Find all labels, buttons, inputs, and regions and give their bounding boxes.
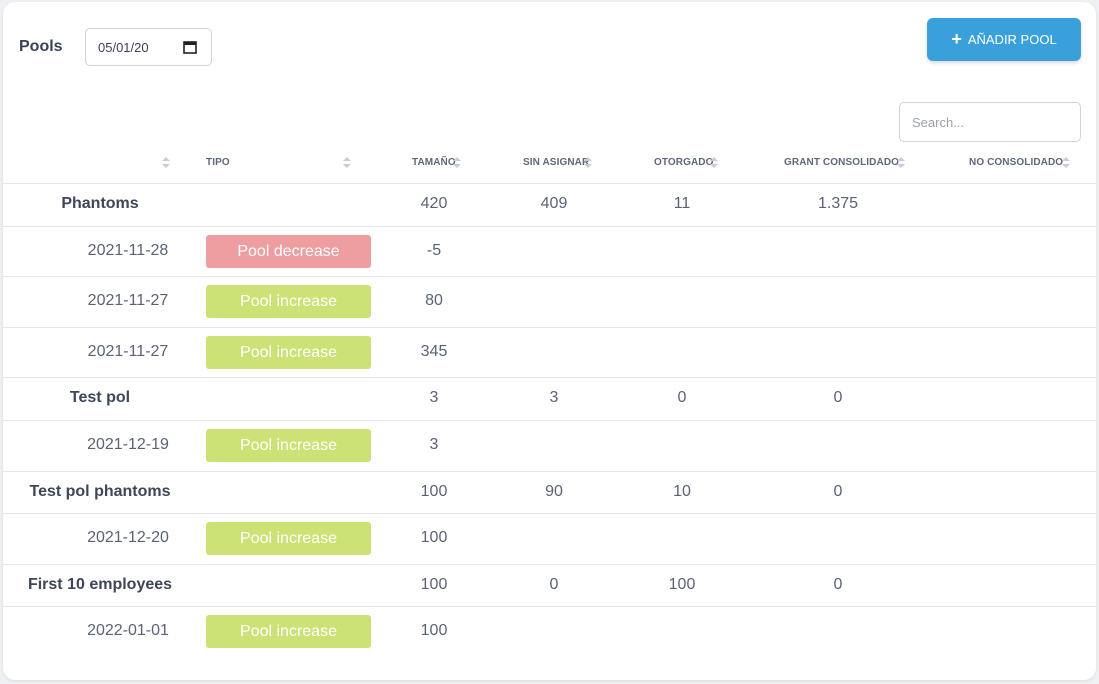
pool-name[interactable]: First 10 employees <box>27 576 173 593</box>
sort-icon[interactable] <box>453 157 461 169</box>
entry-size: 100 <box>420 529 448 546</box>
pool-decrease-badge: Pool decrease <box>206 235 371 268</box>
pool-size: 420 <box>420 195 448 212</box>
pool-unassigned: 409 <box>540 195 568 212</box>
sort-icon[interactable] <box>710 157 718 169</box>
column-header[interactable]: NO CONSOLIDADO <box>969 157 1064 168</box>
pool-vested: 0 <box>833 389 843 406</box>
page-title: Pools <box>19 38 63 55</box>
pool-increase-badge: Pool increase <box>206 336 371 369</box>
row-divider <box>3 420 1096 421</box>
pool-vested: 0 <box>833 576 843 593</box>
pool-granted: 0 <box>677 389 687 406</box>
pool-vested: 1.375 <box>817 195 859 212</box>
pool-granted: 100 <box>668 576 696 593</box>
sort-icon[interactable] <box>162 157 170 169</box>
row-divider <box>3 276 1096 277</box>
pool-granted: 11 <box>673 195 691 212</box>
pool-unassigned: 3 <box>549 389 559 406</box>
pool-vested: 0 <box>833 483 843 500</box>
search-input[interactable] <box>899 102 1081 142</box>
plus-icon: + <box>951 29 962 49</box>
entry-date: 2021-12-20 <box>87 529 169 546</box>
pool-name[interactable]: Test pol <box>69 389 131 406</box>
sort-icon[interactable] <box>897 157 905 169</box>
entry-size: 100 <box>420 622 448 639</box>
pool-increase-badge: Pool increase <box>206 522 371 555</box>
date-value: 05/01/20 <box>98 40 149 55</box>
sort-icon[interactable] <box>343 157 351 169</box>
calendar-icon[interactable] <box>183 40 197 54</box>
entry-size: 3 <box>429 436 439 453</box>
pool-granted: 10 <box>673 483 691 500</box>
entry-date: 2021-11-27 <box>87 292 169 309</box>
pool-increase-badge: Pool increase <box>206 429 371 462</box>
entry-size: 345 <box>420 343 448 360</box>
entry-date: 2021-11-27 <box>87 343 169 360</box>
column-header[interactable]: SIN ASIGNAR <box>523 157 590 168</box>
row-divider <box>3 564 1096 565</box>
entry-date: 2022-01-01 <box>87 622 169 639</box>
pool-size: 100 <box>420 576 448 593</box>
pool-name[interactable]: Test pol phantoms <box>29 483 171 500</box>
pool-name[interactable]: Phantoms <box>61 195 139 212</box>
date-input[interactable]: 05/01/20 <box>85 28 212 66</box>
pool-size: 100 <box>420 483 448 500</box>
row-divider <box>3 471 1096 472</box>
pool-size: 3 <box>429 389 439 406</box>
entry-date: 2021-12-19 <box>87 436 169 453</box>
column-header[interactable]: GRANT CONSOLIDADO <box>784 157 900 168</box>
entry-date: 2021-11-28 <box>87 242 169 259</box>
row-divider <box>3 377 1096 378</box>
pool-increase-badge: Pool increase <box>206 285 371 318</box>
sort-icon[interactable] <box>584 157 592 169</box>
row-divider <box>3 327 1096 328</box>
sort-icon[interactable] <box>1062 157 1070 169</box>
column-header[interactable]: TAMAÑO <box>412 157 456 168</box>
row-divider <box>3 183 1096 184</box>
add-pool-label: AÑADIR POOL <box>967 32 1057 47</box>
entry-size: -5 <box>426 242 442 259</box>
pool-unassigned: 90 <box>545 483 563 500</box>
row-divider <box>3 606 1096 607</box>
pool-unassigned: 0 <box>549 576 559 593</box>
column-header[interactable]: TIPO <box>206 157 230 168</box>
row-divider <box>3 513 1096 514</box>
column-header[interactable]: OTORGADO <box>654 157 714 168</box>
row-divider <box>3 226 1096 227</box>
add-pool-button[interactable]: + AÑADIR POOL <box>927 18 1081 61</box>
pool-increase-badge: Pool increase <box>206 615 371 648</box>
entry-size: 80 <box>425 292 443 309</box>
